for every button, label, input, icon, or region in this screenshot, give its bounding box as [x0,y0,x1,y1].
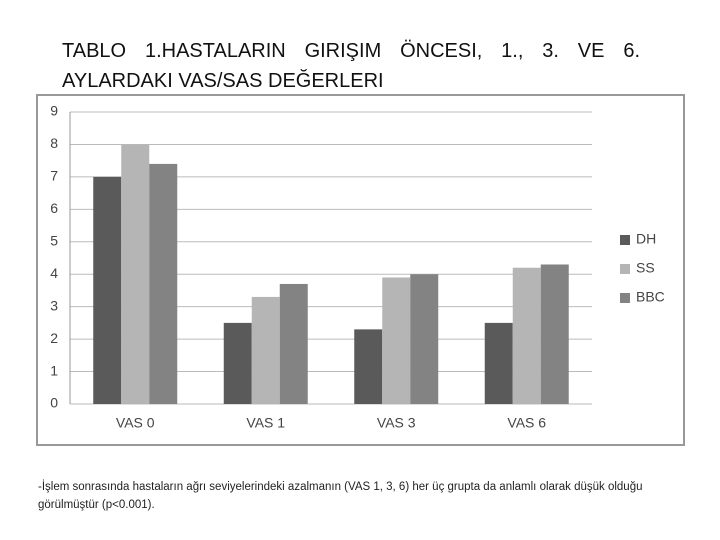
y-tick-label: 1 [50,362,58,378]
x-tick-label: VAS 0 [116,415,155,431]
legend-swatch [620,235,630,245]
bar [354,329,383,404]
legend-label: SS [636,260,655,276]
y-tick-label: 8 [50,135,58,151]
bar [484,322,513,404]
y-tick-label: 7 [50,168,58,184]
y-tick-label: 6 [50,200,58,216]
x-tick-label: VAS 3 [377,415,416,431]
bar [149,163,178,404]
legend-swatch [620,293,630,303]
bar [410,274,439,404]
y-tick-label: 9 [50,103,58,119]
legend-label: BBC [636,289,665,305]
y-tick-label: 4 [50,265,58,281]
bar [540,264,569,404]
bar [93,176,122,404]
y-tick-label: 5 [50,232,58,248]
bar [223,322,252,404]
legend-swatch [620,264,630,274]
bar [512,267,541,404]
bar [121,144,150,404]
bar [382,277,411,404]
note: -İşlem sonrasında hastaların ağrı seviye… [38,481,643,511]
chart: 0 1 2 3 4 5 6 7 8 9 VAS 0 VAS 1 VAS 3 VAS 6 DH SS BBC [36,94,685,446]
x-tick-label: VAS 6 [507,415,546,431]
y-tick-label: 0 [50,395,58,411]
legend-label: DH [636,231,656,247]
y-tick-label: 2 [50,330,58,346]
chart-title: TABLO 1.HASTALARIN GIRIŞIM ÖNCESI, 1., 3… [62,40,640,92]
y-tick-label: 3 [50,297,58,313]
bar [251,296,280,404]
bar [279,283,308,404]
x-tick-label: VAS 1 [246,415,285,431]
